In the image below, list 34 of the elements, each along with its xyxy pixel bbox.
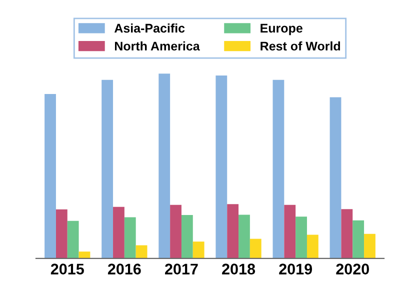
x-tick-label: 2016 <box>108 264 141 274</box>
bar <box>250 238 262 258</box>
legend-label: Europe <box>260 24 302 36</box>
bar <box>56 209 68 258</box>
legend-label: North America <box>114 41 200 51</box>
x-tick-label: 2020 <box>336 264 369 274</box>
bar <box>44 94 56 258</box>
bar <box>238 214 250 258</box>
bar <box>341 209 353 258</box>
bar <box>181 214 193 258</box>
bar <box>296 216 307 258</box>
bar <box>113 206 124 258</box>
bar <box>284 204 296 258</box>
bar <box>170 204 182 258</box>
x-tick-label: 2018 <box>222 264 256 274</box>
bar <box>158 74 170 258</box>
bar <box>364 234 376 258</box>
x-tick-label: 2019 <box>279 264 312 274</box>
bar <box>78 252 90 258</box>
bar <box>192 242 204 258</box>
legend-label: Asia-Pacific <box>114 23 185 33</box>
legend-label: Rest of World <box>260 41 340 51</box>
bar <box>272 80 284 258</box>
bar <box>102 80 114 258</box>
bar <box>330 97 342 258</box>
bar <box>306 234 318 258</box>
x-tick-label: 2015 <box>50 264 84 274</box>
bar <box>227 204 239 258</box>
bar <box>124 217 136 258</box>
bar <box>67 220 79 258</box>
bar <box>216 75 228 258</box>
x-tick-label: 2017 <box>165 264 198 274</box>
bar <box>352 220 364 258</box>
bar <box>136 245 148 258</box>
